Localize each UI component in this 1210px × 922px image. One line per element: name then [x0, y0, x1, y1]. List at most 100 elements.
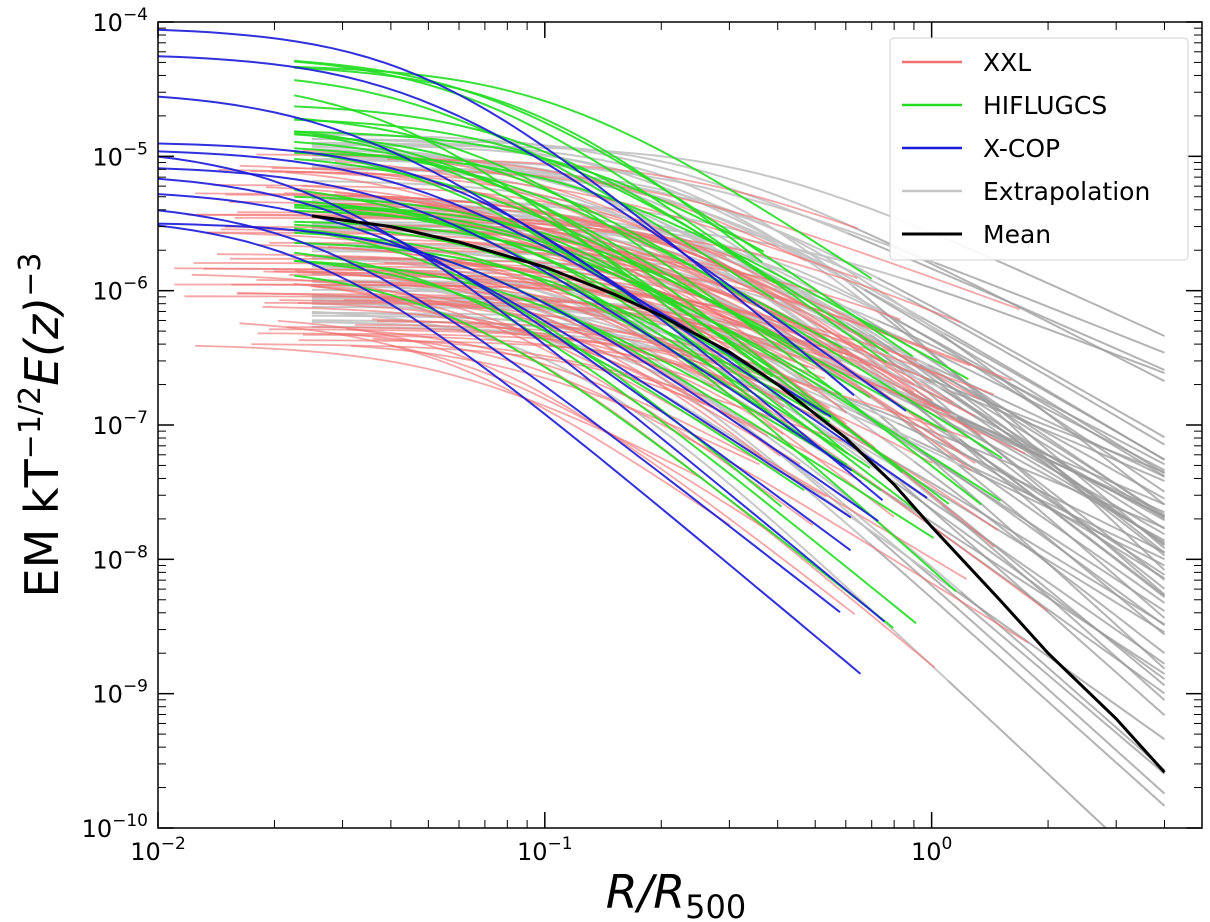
- hiflugcs-line: [294, 203, 804, 351]
- x-tick-label: 10−2: [130, 834, 186, 866]
- extrapolation-tail-line: [906, 279, 1165, 374]
- extrapolation-tail-line: [958, 438, 1166, 598]
- x-tick-labels: 10−2 10−1 100: [130, 834, 952, 866]
- legend-label: XXL: [983, 48, 1031, 77]
- xxl-line: [256, 153, 807, 262]
- xxl-line: [315, 285, 763, 457]
- hiflugcs-line: [294, 251, 917, 625]
- xxl-line: [269, 170, 858, 279]
- hiflugcs-line: [294, 117, 982, 506]
- hiflugcs-line: [294, 140, 904, 474]
- xxl-line: [285, 171, 760, 374]
- xxl-line: [346, 328, 827, 498]
- legend-label: Extrapolation: [983, 177, 1150, 206]
- xxl-line: [334, 264, 849, 455]
- extrapolation-tail-line: [859, 522, 1166, 795]
- x-cop-line: [158, 193, 852, 519]
- y-tick-label: 10−7: [92, 408, 148, 440]
- hiflugcs-line: [294, 79, 775, 301]
- xxl-line: [390, 238, 960, 452]
- legend: XXL HIFLUGCS X-COP Extrapolation Mean: [889, 37, 1189, 261]
- y-tick-label: 10−9: [92, 677, 148, 709]
- y-tick-label: 10−6: [92, 274, 148, 306]
- xxl-line: [273, 270, 779, 361]
- x-cop-line: [158, 55, 907, 412]
- extrapolation-tail-line: [892, 386, 1166, 619]
- x-axis-title: R/R500: [606, 865, 747, 922]
- xxl-line: [234, 217, 727, 258]
- x-tick-label: 100: [911, 834, 952, 866]
- hiflugcs-line: [294, 130, 765, 253]
- x-cop-line: [158, 167, 853, 472]
- extrapolation-line: [311, 137, 866, 291]
- extrapolation-tail-line: [913, 460, 1166, 654]
- y-tick-label: 10−4: [92, 5, 148, 37]
- mean-line: [311, 214, 1166, 774]
- extrapolation-tail-line: [847, 398, 1165, 529]
- x-cop-line: [158, 28, 855, 397]
- legend-label: HIFLUGCS: [983, 91, 1107, 120]
- hiflugcs-line: [294, 210, 774, 371]
- extrapolation-tail-line: [876, 319, 1165, 466]
- extrapolation-tail-line: [869, 333, 1166, 557]
- extrapolation-tail-line: [922, 482, 1166, 634]
- extrapolation-line: [311, 166, 942, 335]
- xxl-line: [332, 202, 915, 394]
- hiflugcs-line: [294, 105, 776, 284]
- xxl-line: [191, 273, 968, 580]
- extrapolation-tail-line: [851, 285, 1166, 571]
- xxl-line: [195, 344, 704, 480]
- y-tick-label: 10−5: [92, 139, 148, 171]
- hiflugcs-line: [294, 133, 1003, 460]
- x-cop-line: [158, 209, 841, 613]
- extrapolation-tail-line: [940, 333, 1166, 506]
- hiflugcs-line: [294, 274, 894, 629]
- xxl-line: [334, 160, 746, 301]
- y-tick-label: 10−8: [92, 542, 148, 574]
- extrapolation-tail-line: [947, 679, 1108, 828]
- legend-label: Mean: [983, 220, 1051, 249]
- extrapolation-tail-line: [900, 480, 1166, 665]
- hiflugcs-line: [294, 189, 871, 469]
- legend-box: [889, 37, 1189, 261]
- extrapolation-tail-line: [956, 415, 1165, 506]
- extrapolation-tail-line: [868, 542, 1166, 807]
- plot-frame: [157, 21, 1203, 829]
- xxl-line: [239, 322, 731, 527]
- hiflugcs-line: [294, 66, 763, 264]
- extrapolation-tail-line: [856, 411, 1166, 612]
- extrapolation-tail-line: [919, 363, 1165, 500]
- extrapolation-tail-line: [894, 317, 1166, 493]
- extrapolation-tail-line: [863, 289, 1166, 475]
- hiflugcs-line: [294, 59, 914, 358]
- xxl-line: [262, 306, 769, 437]
- extrapolation-tail-line: [907, 325, 1166, 478]
- x-tick-label: 10−1: [517, 834, 573, 866]
- extrapolation-line: [311, 143, 952, 242]
- y-tick-label: 10−10: [82, 811, 148, 843]
- extrapolation-tail-line: [903, 553, 1166, 775]
- extrapolation-tail-line: [897, 422, 1165, 554]
- xxl-line: [320, 227, 971, 367]
- x-cop-line: [158, 222, 879, 522]
- hiflugcs-line: [294, 60, 888, 364]
- hiflugcs-line: [294, 130, 871, 399]
- xxl-line: [374, 296, 759, 403]
- extrapolation-tail-line: [880, 452, 1166, 626]
- extrapolation-tail-line: [943, 332, 1166, 461]
- xxl-line: [384, 249, 901, 321]
- hiflugcs-line: [294, 199, 827, 416]
- hiflugcs-line: [294, 118, 889, 355]
- x-cop-line: [158, 155, 886, 623]
- extrapolation-tail-line: [877, 277, 1165, 439]
- extrapolation-tail-line: [934, 261, 1165, 354]
- legend-label: X-COP: [983, 134, 1060, 163]
- x-cop-line: [158, 142, 884, 501]
- extrapolation-tail-line: [951, 390, 1165, 482]
- xxl-line: [297, 302, 801, 466]
- x-cop-line: [158, 224, 862, 675]
- profile-lines: [158, 28, 1166, 828]
- x-cop-line: [158, 177, 852, 552]
- y-tick-labels: 10−10 10−9 10−8 10−7 10−6 10−5 10−4: [82, 5, 148, 843]
